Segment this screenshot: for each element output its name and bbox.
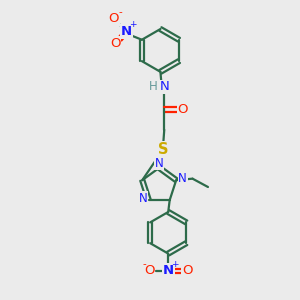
Text: O: O [182,264,193,277]
Text: O: O [144,264,154,277]
Text: O: O [109,12,119,26]
Text: N: N [155,157,164,169]
Text: H: H [149,80,158,94]
Text: -: - [118,8,122,17]
Text: N: N [159,80,169,94]
Text: -: - [142,259,146,269]
Text: O: O [177,103,188,116]
Text: S: S [158,142,168,158]
Text: N: N [163,264,174,277]
Text: N: N [121,25,132,38]
Text: N: N [138,192,147,205]
Text: O: O [110,38,120,50]
Text: +: + [130,20,137,29]
Text: N: N [178,172,187,185]
Text: +: + [171,260,178,269]
